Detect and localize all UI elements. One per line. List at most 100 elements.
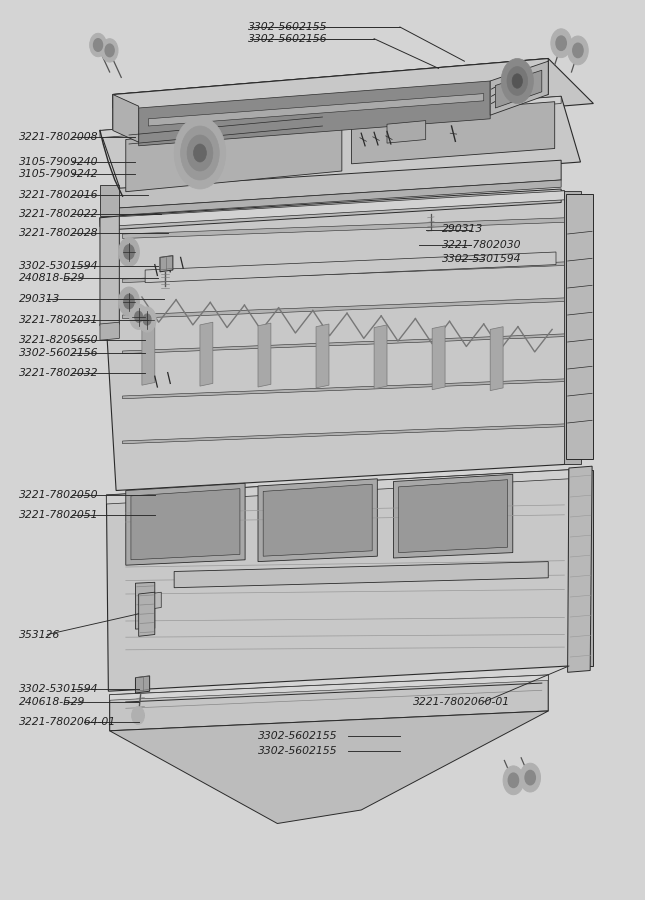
Polygon shape xyxy=(258,323,271,387)
Text: 3221-7802028: 3221-7802028 xyxy=(19,228,99,238)
Polygon shape xyxy=(115,189,561,230)
Circle shape xyxy=(124,245,134,259)
Text: 3302-5301594: 3302-5301594 xyxy=(19,261,99,272)
Circle shape xyxy=(101,39,118,62)
Circle shape xyxy=(512,74,522,88)
Text: 290313: 290313 xyxy=(19,293,61,304)
Text: 3221-7802064-01: 3221-7802064-01 xyxy=(19,716,117,727)
Text: 3221-7802051: 3221-7802051 xyxy=(19,509,99,520)
Text: 3302-5301594: 3302-5301594 xyxy=(442,254,521,265)
Polygon shape xyxy=(126,483,245,565)
Text: 3302-5602155: 3302-5602155 xyxy=(258,731,337,742)
Circle shape xyxy=(525,770,535,785)
Polygon shape xyxy=(142,321,155,385)
Circle shape xyxy=(94,39,103,51)
Polygon shape xyxy=(110,711,548,824)
Polygon shape xyxy=(100,216,119,326)
Polygon shape xyxy=(387,121,426,143)
Text: 353126: 353126 xyxy=(19,629,61,640)
Polygon shape xyxy=(100,96,580,196)
Polygon shape xyxy=(139,81,490,146)
Polygon shape xyxy=(316,324,329,388)
Polygon shape xyxy=(100,96,561,138)
Polygon shape xyxy=(113,94,139,142)
Circle shape xyxy=(135,311,143,322)
Text: 3221-7802008: 3221-7802008 xyxy=(19,131,99,142)
Circle shape xyxy=(187,135,213,171)
Text: 3221-8205650: 3221-8205650 xyxy=(19,335,99,346)
Polygon shape xyxy=(131,489,240,560)
Polygon shape xyxy=(564,191,580,464)
Text: 3105-7909240: 3105-7909240 xyxy=(19,157,99,167)
Circle shape xyxy=(568,36,588,65)
Text: 3302-5602156: 3302-5602156 xyxy=(248,33,328,44)
Circle shape xyxy=(90,33,106,57)
Polygon shape xyxy=(100,191,580,490)
Text: 3302-5602155: 3302-5602155 xyxy=(248,22,328,32)
Circle shape xyxy=(105,44,114,57)
Polygon shape xyxy=(490,327,503,391)
Polygon shape xyxy=(393,474,513,558)
Polygon shape xyxy=(123,218,564,238)
Polygon shape xyxy=(123,298,564,319)
Polygon shape xyxy=(148,592,161,609)
Polygon shape xyxy=(374,325,387,389)
Polygon shape xyxy=(135,582,155,629)
Polygon shape xyxy=(352,102,555,164)
Text: 3221-7802032: 3221-7802032 xyxy=(19,367,99,378)
Circle shape xyxy=(181,126,219,180)
Circle shape xyxy=(556,36,566,50)
Polygon shape xyxy=(123,262,564,283)
Circle shape xyxy=(573,43,583,58)
Polygon shape xyxy=(566,194,593,459)
Text: 3221-7802016: 3221-7802016 xyxy=(19,190,99,201)
Text: 240818-Б29: 240818-Б29 xyxy=(19,273,86,284)
Text: 3105-7909242: 3105-7909242 xyxy=(19,168,99,179)
Text: 3221-7802031: 3221-7802031 xyxy=(19,315,99,326)
Polygon shape xyxy=(569,470,593,666)
Polygon shape xyxy=(113,58,593,140)
Polygon shape xyxy=(432,326,445,390)
Circle shape xyxy=(194,144,206,162)
Polygon shape xyxy=(174,562,548,588)
Polygon shape xyxy=(100,322,119,340)
Polygon shape xyxy=(160,256,173,272)
Text: 3302-5602155: 3302-5602155 xyxy=(258,745,337,756)
Polygon shape xyxy=(123,334,564,354)
Circle shape xyxy=(124,294,134,309)
Polygon shape xyxy=(106,470,569,504)
Text: 3221-7802030: 3221-7802030 xyxy=(442,239,521,250)
Polygon shape xyxy=(263,484,372,556)
Polygon shape xyxy=(399,480,508,553)
Text: 3302-5602156: 3302-5602156 xyxy=(19,347,99,358)
Polygon shape xyxy=(126,119,342,192)
Circle shape xyxy=(508,773,519,788)
Polygon shape xyxy=(258,479,377,562)
Polygon shape xyxy=(100,184,119,216)
Circle shape xyxy=(520,763,541,792)
Polygon shape xyxy=(145,252,556,283)
Text: 3221-7802022: 3221-7802022 xyxy=(19,209,99,220)
Circle shape xyxy=(503,766,524,795)
Polygon shape xyxy=(106,180,561,216)
Circle shape xyxy=(119,238,139,266)
Circle shape xyxy=(119,287,139,316)
Polygon shape xyxy=(148,94,484,126)
Circle shape xyxy=(507,67,528,95)
Circle shape xyxy=(130,304,148,329)
Polygon shape xyxy=(110,675,548,731)
Polygon shape xyxy=(100,191,564,227)
Circle shape xyxy=(132,706,144,724)
Circle shape xyxy=(501,58,533,104)
Polygon shape xyxy=(110,675,548,700)
Polygon shape xyxy=(490,61,548,115)
Text: 3221-7802060-01: 3221-7802060-01 xyxy=(413,697,510,707)
Circle shape xyxy=(551,29,571,58)
Polygon shape xyxy=(495,70,542,108)
Text: 3221-7802050: 3221-7802050 xyxy=(19,490,99,500)
Text: 290313: 290313 xyxy=(442,224,483,235)
Polygon shape xyxy=(135,676,150,693)
Polygon shape xyxy=(113,58,548,130)
Polygon shape xyxy=(106,160,561,209)
Circle shape xyxy=(174,117,226,189)
